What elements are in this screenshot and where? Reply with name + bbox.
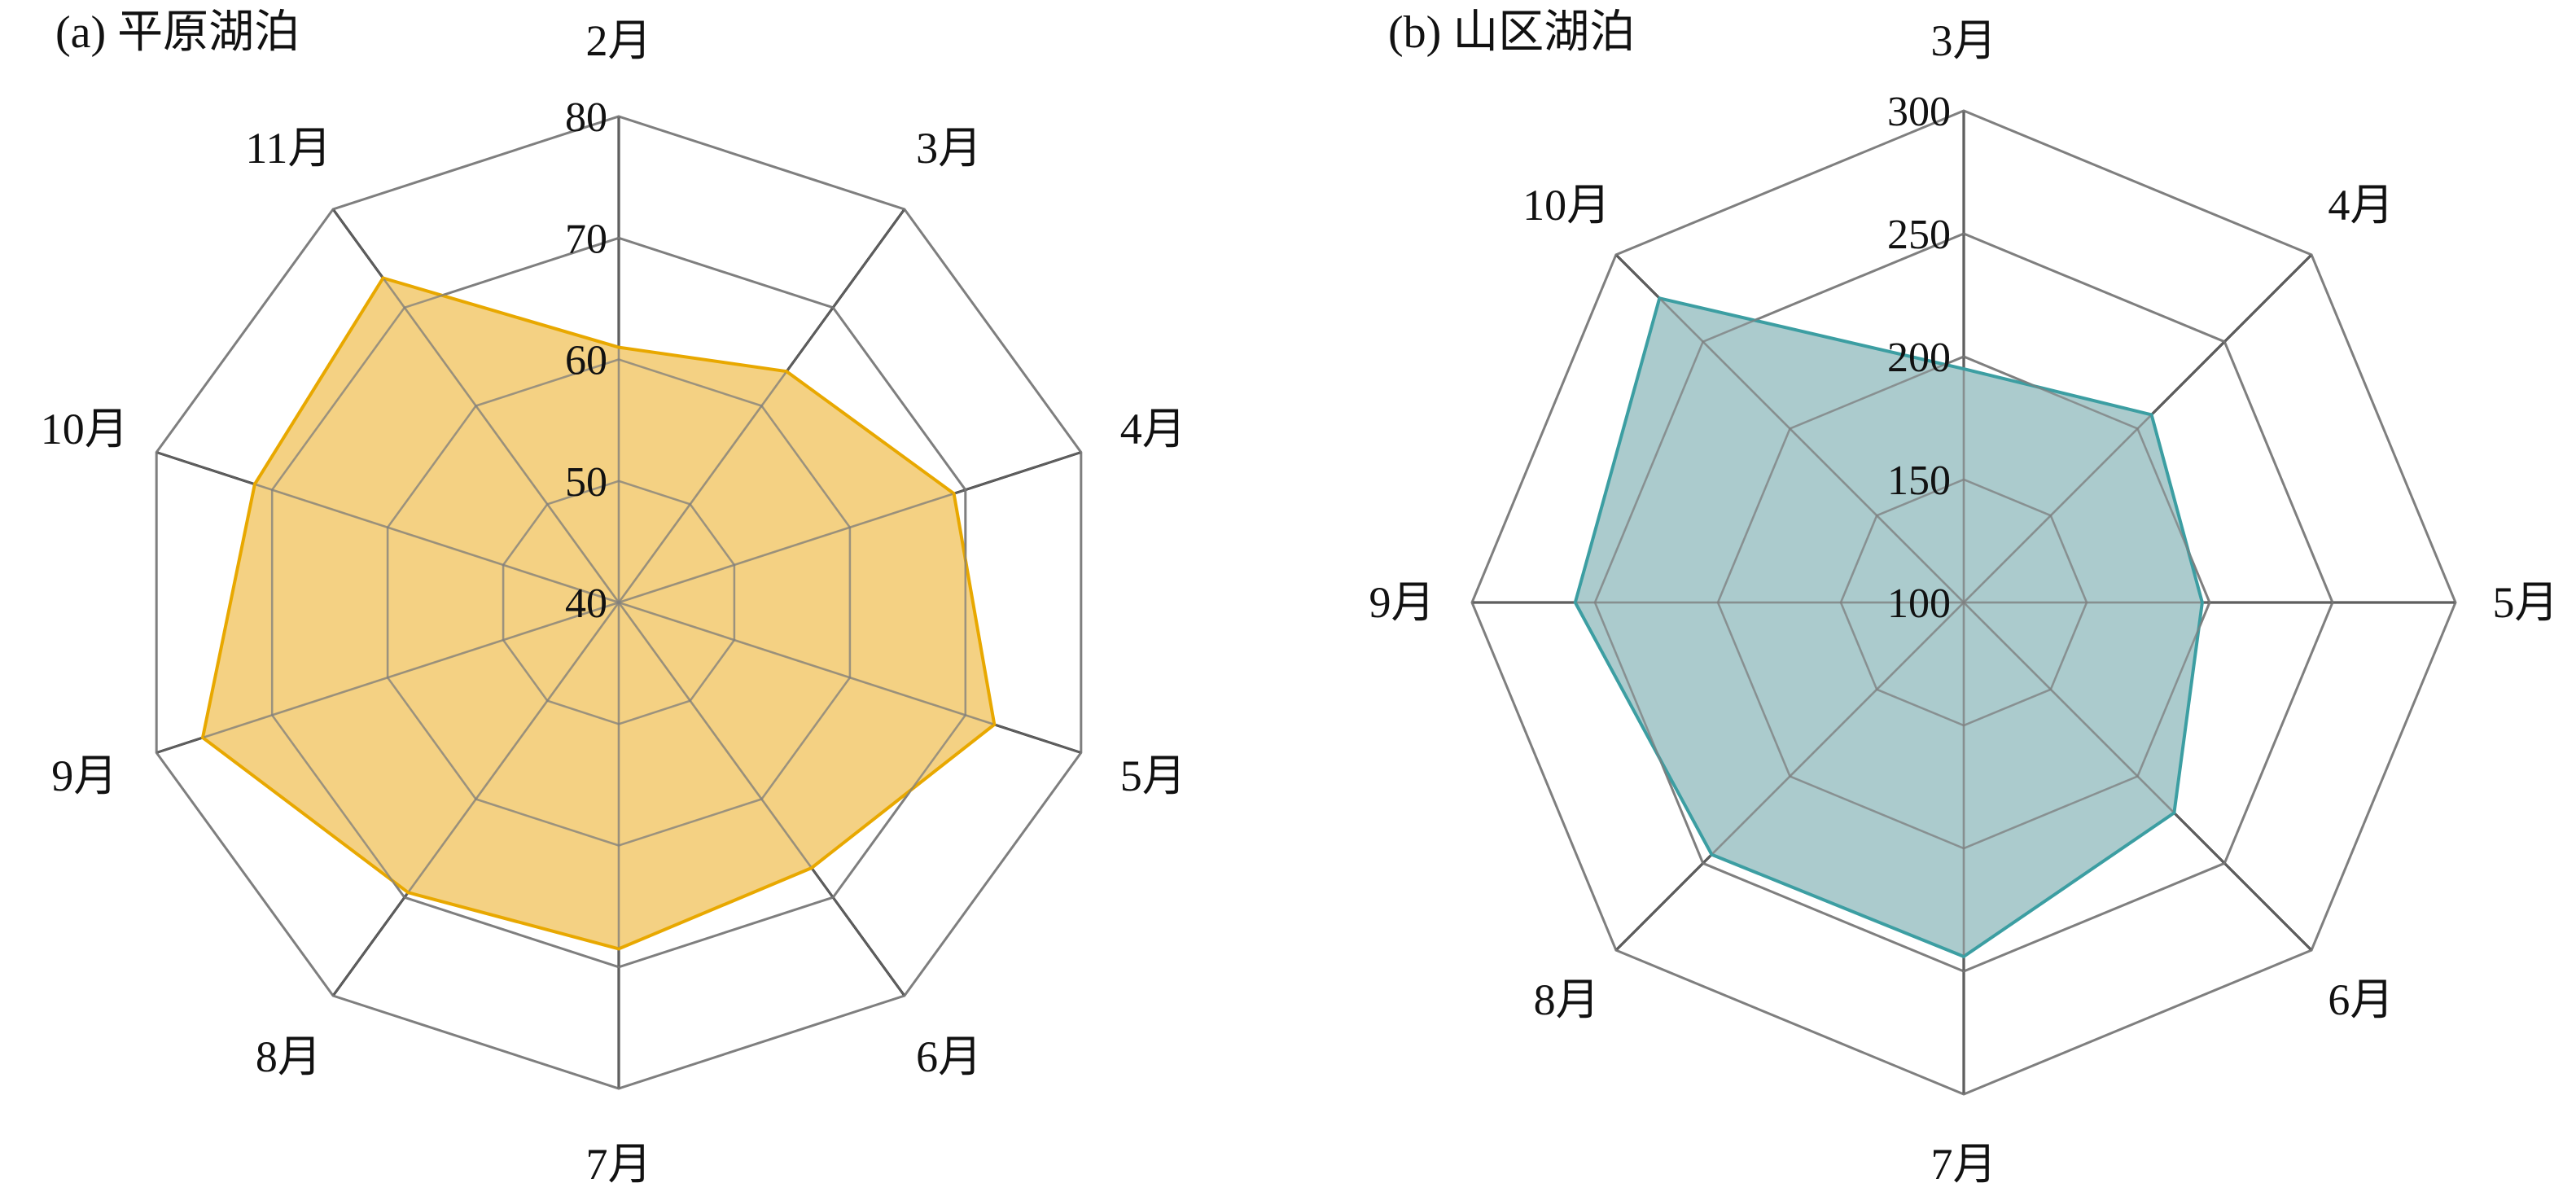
- series-area: [1573, 296, 2204, 958]
- radial-tick-label: 40: [565, 580, 607, 627]
- axis-spoke-overlay: [618, 601, 1082, 754]
- category-label: 5月: [2493, 578, 2559, 627]
- radial-tick-label: 70: [565, 216, 607, 262]
- panel-b-mountain-lakes: (b) 山区湖泊 100 150 200 250 300 3月 4月 5月 6月 7月 8月 9月 10…: [1369, 7, 2559, 1189]
- axis-spoke-overlay: [1963, 254, 2312, 603]
- data-point: [2172, 811, 2176, 815]
- axis-spoke-overlay: [156, 601, 620, 754]
- axis-spoke-overlay: [332, 208, 620, 603]
- category-label: 10月: [1522, 181, 1610, 230]
- category-label: 10月: [41, 405, 129, 453]
- data-point: [1962, 367, 1965, 371]
- category-label: 5月: [1120, 751, 1186, 800]
- data-point: [1573, 601, 1577, 604]
- category-label: 4月: [2328, 181, 2394, 230]
- data-point: [785, 370, 789, 374]
- category-label: 8月: [256, 1032, 322, 1081]
- data-point: [381, 276, 385, 280]
- axis-spoke-overlay: [618, 451, 1082, 604]
- category-label: 2月: [586, 16, 652, 65]
- data-point: [617, 947, 620, 951]
- data-point: [809, 866, 813, 870]
- axis-spoke-overlay: [1963, 602, 2312, 951]
- category-label: 4月: [1120, 405, 1186, 453]
- axis-spoke-overlay: [617, 208, 905, 603]
- data-point: [201, 736, 204, 739]
- category-label: 11月: [245, 124, 331, 173]
- radial-tick-label: 80: [565, 94, 607, 141]
- data-point: [617, 345, 620, 349]
- axis-spoke-overlay: [332, 602, 620, 997]
- panel-b-title: (b) 山区湖泊: [1388, 7, 1635, 58]
- radial-tick-label: 300: [1887, 89, 1951, 135]
- data-point: [1710, 852, 1714, 856]
- data-point: [406, 891, 410, 895]
- category-label: 3月: [916, 124, 982, 173]
- axis-spoke-overlay: [1615, 254, 1965, 603]
- category-label: 6月: [2328, 975, 2394, 1024]
- data-point: [2149, 413, 2153, 417]
- data-point: [952, 492, 956, 496]
- category-label: 8月: [1534, 975, 1600, 1024]
- category-label: 9月: [1369, 578, 1435, 627]
- category-label: 7月: [1931, 1140, 1997, 1189]
- category-label: 6月: [916, 1032, 982, 1081]
- category-label: 7月: [586, 1140, 652, 1189]
- data-point: [1962, 954, 1965, 958]
- axis-spoke-overlay: [156, 451, 620, 604]
- radial-tick-label: 250: [1887, 212, 1951, 258]
- axis-spoke-overlay: [1615, 602, 1965, 951]
- data-point: [252, 482, 256, 486]
- data-point: [2200, 601, 2204, 604]
- radial-tick-label: 100: [1887, 580, 1951, 627]
- axis-spoke-overlay: [617, 602, 905, 997]
- panel-a-title: (a) 平原湖泊: [55, 7, 300, 58]
- radial-tick-label: 50: [565, 459, 607, 506]
- data-point: [992, 722, 997, 726]
- panel-a-plain-lakes: (a) 平原湖泊 40 50 60 70 80 2月 3月 4月 5月 6月 7月 8月 9月 10月 11…: [41, 7, 1186, 1189]
- radial-tick-label: 150: [1887, 458, 1951, 504]
- radial-tick-label: 60: [565, 338, 607, 384]
- category-label: 9月: [51, 751, 117, 800]
- category-label: 3月: [1931, 16, 1997, 65]
- radial-tick-label: 200: [1887, 335, 1951, 381]
- data-point: [1658, 296, 1662, 300]
